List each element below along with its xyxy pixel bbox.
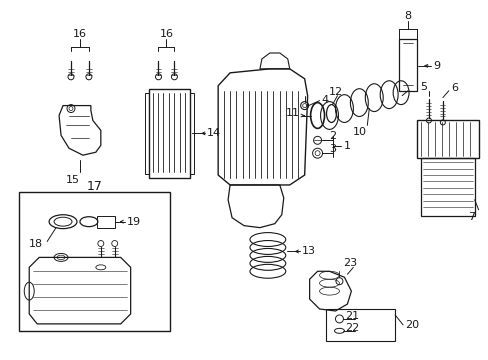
Text: 18: 18 bbox=[29, 239, 43, 249]
Bar bbox=[97, 216, 115, 228]
Text: 17: 17 bbox=[87, 180, 102, 193]
Bar bbox=[420, 158, 474, 216]
Text: 6: 6 bbox=[450, 83, 457, 93]
Text: 4: 4 bbox=[321, 95, 328, 105]
Bar bbox=[148, 89, 190, 178]
Text: 7: 7 bbox=[467, 212, 474, 222]
Text: 19: 19 bbox=[126, 217, 141, 227]
Text: 9: 9 bbox=[432, 61, 439, 71]
Text: 22: 22 bbox=[345, 323, 359, 333]
Text: 11: 11 bbox=[285, 108, 299, 117]
Bar bbox=[190, 93, 194, 174]
Text: 2: 2 bbox=[329, 131, 336, 141]
Bar bbox=[416, 121, 478, 158]
Bar bbox=[325, 309, 394, 341]
Text: 10: 10 bbox=[352, 127, 366, 138]
Text: 21: 21 bbox=[345, 311, 359, 321]
Bar bbox=[144, 93, 148, 174]
Bar bbox=[19, 192, 170, 331]
Text: 12: 12 bbox=[328, 87, 342, 97]
Text: 20: 20 bbox=[404, 320, 418, 330]
Text: 15: 15 bbox=[66, 175, 80, 185]
Text: 23: 23 bbox=[343, 258, 357, 268]
Text: 13: 13 bbox=[301, 247, 315, 256]
Text: 5: 5 bbox=[420, 82, 427, 92]
Text: 16: 16 bbox=[73, 29, 87, 39]
Bar bbox=[398, 39, 416, 91]
Text: 14: 14 bbox=[207, 129, 221, 138]
Text: 1: 1 bbox=[343, 141, 350, 151]
Text: 3: 3 bbox=[329, 144, 336, 154]
Text: 8: 8 bbox=[404, 11, 411, 21]
Text: 16: 16 bbox=[159, 29, 173, 39]
